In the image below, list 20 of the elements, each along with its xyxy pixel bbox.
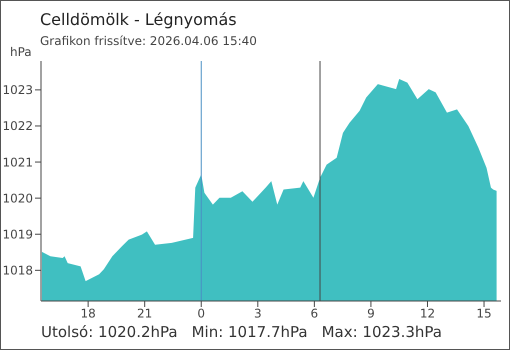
y-tick-label: 1022 bbox=[2, 119, 33, 134]
y-tick-label: 1018 bbox=[2, 264, 33, 278]
x-tick-label: 3 bbox=[254, 306, 262, 321]
y-tick-label: 1021 bbox=[2, 155, 33, 170]
x-tick-label: 12 bbox=[420, 306, 436, 321]
x-tick-label: 21 bbox=[137, 306, 152, 321]
text: Max: 1023.3hPa bbox=[322, 323, 442, 341]
x-tick-label: 18 bbox=[80, 306, 96, 321]
y-tick-label: 1019 bbox=[2, 227, 33, 242]
y-tick-label: 1020 bbox=[2, 191, 33, 206]
x-tick-label: 9 bbox=[367, 306, 375, 321]
chart-subtitle: Grafikon frissítve: 2026.04.06 15:40 bbox=[40, 34, 257, 48]
x-tick-label: 15 bbox=[476, 306, 492, 321]
x-tick-label: 6 bbox=[310, 306, 318, 321]
x-tick-label: 0 bbox=[197, 306, 206, 321]
chart-title: Celldömölk - Légnyomás bbox=[40, 10, 237, 29]
y-tick-label: 1023 bbox=[2, 83, 33, 98]
y-axis-title: hPa bbox=[10, 45, 32, 59]
text: Min: 1017.7hPa bbox=[192, 323, 308, 341]
text: Utolsó: 1020.2hPa bbox=[41, 323, 178, 341]
